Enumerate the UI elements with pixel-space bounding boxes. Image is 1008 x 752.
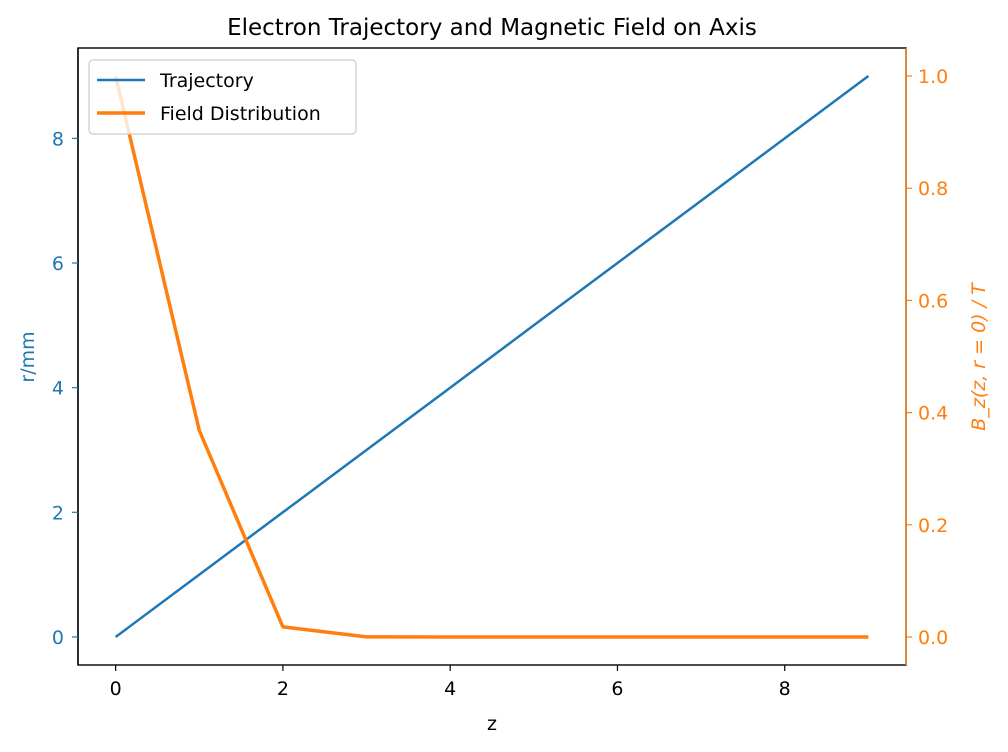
series-line-trajectory [114, 74, 870, 639]
left-y-tick-label: 0 [52, 627, 64, 649]
right-y-tick-label: 0.8 [918, 178, 948, 200]
x-tick-label: 2 [277, 678, 289, 700]
right-y-tick-label: 0.4 [918, 403, 948, 425]
left-y-tick-label: 2 [52, 502, 64, 524]
x-tick-label: 0 [110, 678, 122, 700]
left-y-tick-label: 8 [52, 128, 64, 150]
right-y-axis-label: B_z(z, r = 0) / T [968, 282, 990, 431]
right-y-tick-label: 0.6 [918, 290, 948, 312]
x-axis-label: z [487, 713, 497, 735]
left-y-axis-label: r/mm [17, 331, 39, 382]
legend-box [88, 59, 357, 135]
left-y-axis-ticks: 0 2 4 6 8 [52, 128, 78, 649]
chart-title: Electron Trajectory and Magnetic Field o… [227, 15, 757, 41]
right-y-tick-label: 0.0 [918, 627, 948, 649]
x-tick-label: 4 [444, 678, 456, 700]
right-y-axis-ticks: 0.0 0.2 0.4 0.6 0.8 1.0 [906, 66, 948, 649]
legend: Trajectory Field Distribution [88, 59, 357, 135]
x-tick-label: 8 [779, 678, 791, 700]
legend-label-field-distribution: Field Distribution [160, 103, 321, 125]
right-y-tick-label: 1.0 [918, 66, 948, 88]
left-y-tick-label: 4 [52, 378, 64, 400]
left-y-tick-label: 6 [52, 253, 64, 275]
x-tick-label: 6 [611, 678, 623, 700]
right-y-tick-label: 0.2 [918, 515, 948, 537]
series-line-field-distribution [113, 75, 869, 639]
plot-lines [113, 74, 870, 639]
legend-label-trajectory: Trajectory [159, 70, 254, 92]
x-axis-ticks: 0 2 4 6 8 [110, 665, 791, 700]
